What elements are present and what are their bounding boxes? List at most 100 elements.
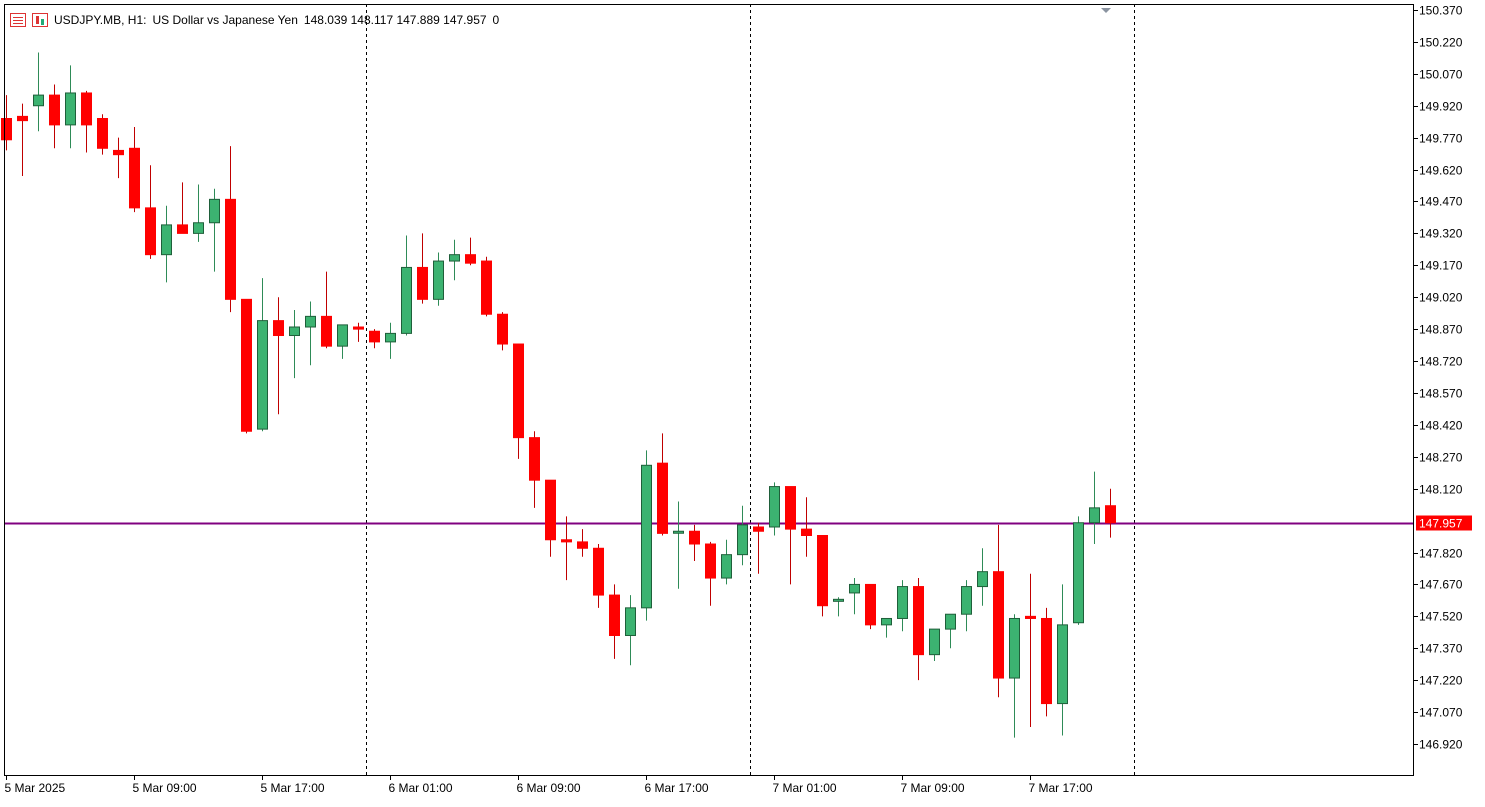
x-tick-label: 7 Mar 17:00	[1029, 781, 1093, 795]
candle-body	[65, 92, 76, 126]
ohlc-values: 148.039 148.117 147.889 147.957	[303, 13, 487, 27]
price-axis[interactable]: 150.370 150.220 150.070 149.920 149.770 149.6…	[1413, 4, 1472, 752]
y-tick-label: 147.820	[1419, 547, 1463, 561]
candle-0	[1, 95, 12, 151]
y-tick-label: 146.920	[1419, 738, 1463, 752]
y-tick-label: 150.370	[1419, 4, 1463, 18]
candle-body	[225, 198, 236, 300]
candle-body	[1, 118, 12, 141]
candle-body	[465, 254, 476, 264]
candle-10	[161, 205, 172, 283]
candle-39	[625, 595, 636, 666]
candle-69	[1105, 488, 1116, 538]
x-tick-label: 5 Mar 09:00	[133, 781, 197, 795]
candle-55	[881, 617, 892, 638]
candle-body	[977, 571, 988, 588]
candle-body	[145, 207, 156, 256]
candle-body	[513, 343, 524, 439]
candle-9	[145, 165, 156, 259]
candle-body	[129, 147, 140, 209]
y-tick-label: 148.420	[1419, 419, 1463, 433]
candle-body	[49, 94, 60, 126]
candle-26	[417, 233, 428, 304]
candle-58	[929, 628, 940, 662]
candle-20	[321, 271, 332, 349]
candle-body	[337, 324, 348, 347]
candle-62	[993, 524, 1004, 698]
x-tick-label: 5 Mar 17:00	[261, 781, 325, 795]
chart-frame	[4, 4, 1414, 776]
candle-body	[865, 583, 876, 626]
chart-header: USDJPY.MB, H1: US Dollar vs Japanese Yen…	[10, 13, 499, 27]
candle-23	[369, 329, 380, 349]
y-tick-label: 148.870	[1419, 323, 1463, 337]
candle-body	[33, 94, 44, 107]
last-price-badge: 147.957	[1416, 515, 1472, 531]
candle-2	[33, 52, 44, 132]
candle-17	[273, 297, 284, 415]
candle-body	[241, 298, 252, 432]
candle-body	[497, 313, 508, 345]
candle-47	[753, 522, 764, 574]
candle-21	[337, 324, 348, 359]
candle-66	[1057, 584, 1068, 736]
candle-body	[209, 198, 220, 224]
candle-34	[545, 479, 556, 557]
last-price-badge-bg	[1416, 515, 1472, 531]
candle-body	[1089, 507, 1100, 524]
x-tick-label: 6 Mar 17:00	[645, 781, 709, 795]
candle-54	[865, 583, 876, 630]
candle-body	[1105, 505, 1116, 524]
quote-list-icon[interactable]	[10, 13, 26, 27]
candle-body	[785, 486, 796, 530]
candle-body	[177, 224, 188, 234]
day-separators	[366, 4, 1135, 775]
y-tick-label: 150.070	[1419, 68, 1463, 82]
candle-body	[1057, 624, 1068, 705]
candle-13	[209, 188, 220, 272]
candle-body	[817, 535, 828, 607]
candle-body	[561, 539, 572, 543]
y-tick-label: 147.370	[1419, 642, 1463, 656]
candle-27	[433, 252, 444, 306]
candle-31	[497, 312, 508, 351]
candle-body	[833, 598, 844, 602]
candle-body	[577, 541, 588, 549]
candle-body	[721, 554, 732, 579]
candle-body	[641, 464, 652, 609]
candle-60	[961, 580, 972, 632]
candle-body	[97, 118, 108, 149]
scroll-marker-icon	[1101, 8, 1111, 13]
candle-19	[305, 301, 316, 366]
candle-body	[593, 547, 604, 596]
candle-body	[193, 222, 204, 234]
candle-body	[673, 530, 684, 534]
candle-body	[945, 613, 956, 630]
symbol-label: USDJPY.MB, H1:	[54, 13, 147, 27]
candle-63	[1009, 614, 1020, 738]
candle-body	[385, 332, 396, 343]
candle-65	[1041, 607, 1052, 717]
candle-body	[929, 628, 940, 656]
candle-29	[465, 237, 476, 266]
candle-body	[449, 254, 460, 262]
candle-body	[353, 326, 364, 330]
time-axis[interactable]: 5 Mar 2025 5 Mar 09:00 5 Mar 17:00 6 Mar 01…	[5, 775, 1093, 795]
candle-53	[849, 578, 860, 615]
x-tick-label: 6 Mar 01:00	[389, 781, 453, 795]
candle-36	[577, 529, 588, 557]
candle-body	[113, 149, 124, 156]
candle-50	[801, 497, 812, 557]
candle-52	[833, 597, 844, 617]
candle-40	[641, 450, 652, 621]
y-tick-label: 147.670	[1419, 578, 1463, 592]
candle-body	[1025, 615, 1036, 619]
candle-body	[433, 260, 444, 300]
y-tick-label: 147.070	[1419, 706, 1463, 720]
y-tick-label: 149.620	[1419, 164, 1463, 178]
candle-4	[65, 65, 76, 149]
chart-bars-icon[interactable]	[32, 13, 48, 27]
candle-6	[97, 114, 108, 155]
